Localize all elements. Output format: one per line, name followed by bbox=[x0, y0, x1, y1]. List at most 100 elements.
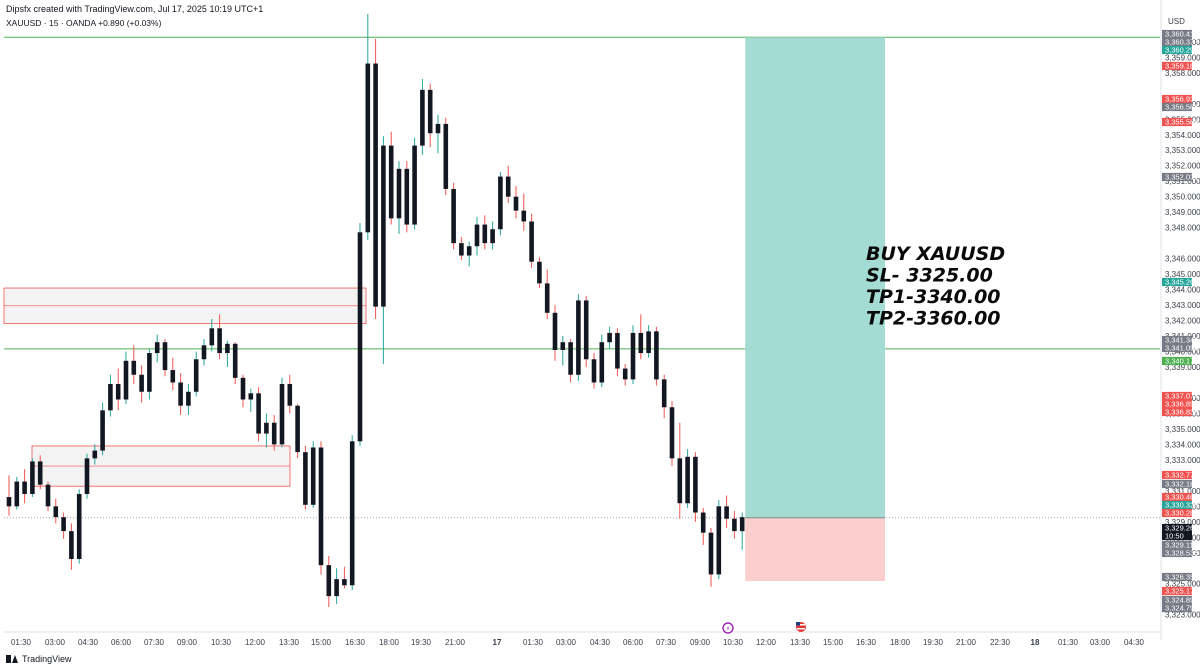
candle[interactable] bbox=[209, 319, 215, 352]
candle[interactable] bbox=[100, 402, 105, 456]
candle[interactable] bbox=[84, 453, 90, 499]
candle[interactable] bbox=[22, 469, 27, 504]
candle[interactable] bbox=[201, 339, 207, 366]
candle[interactable] bbox=[349, 435, 355, 590]
candle[interactable] bbox=[256, 387, 261, 442]
candle[interactable] bbox=[225, 340, 230, 367]
candle[interactable] bbox=[45, 481, 51, 511]
candle[interactable] bbox=[30, 458, 35, 498]
candle[interactable] bbox=[685, 449, 690, 508]
candle[interactable] bbox=[6, 475, 12, 516]
candle[interactable] bbox=[474, 216, 480, 256]
candle[interactable] bbox=[396, 161, 402, 234]
economic-event-icon[interactable] bbox=[722, 622, 734, 634]
candle[interactable] bbox=[404, 161, 410, 233]
candle[interactable] bbox=[490, 221, 495, 250]
candle[interactable] bbox=[521, 193, 527, 231]
candle[interactable] bbox=[178, 373, 183, 415]
candle[interactable] bbox=[435, 114, 441, 154]
candle[interactable] bbox=[498, 171, 503, 236]
candle[interactable] bbox=[568, 339, 573, 383]
candle[interactable] bbox=[599, 334, 605, 388]
candle[interactable] bbox=[427, 83, 433, 148]
candle[interactable] bbox=[334, 568, 339, 604]
candle[interactable] bbox=[92, 444, 98, 465]
candle[interactable] bbox=[14, 476, 20, 510]
candle[interactable] bbox=[61, 512, 66, 539]
candle[interactable] bbox=[193, 351, 199, 397]
candle[interactable] bbox=[412, 137, 417, 230]
candle[interactable] bbox=[708, 528, 714, 587]
candle[interactable] bbox=[279, 377, 285, 448]
candle[interactable] bbox=[303, 445, 308, 510]
candle[interactable] bbox=[186, 384, 191, 415]
candle[interactable] bbox=[69, 523, 74, 570]
candle[interactable] bbox=[466, 241, 472, 267]
candle[interactable] bbox=[365, 14, 371, 241]
candle[interactable] bbox=[482, 215, 488, 250]
candle[interactable] bbox=[76, 489, 82, 564]
candle[interactable] bbox=[162, 339, 168, 377]
candle[interactable] bbox=[669, 401, 675, 467]
candle[interactable] bbox=[700, 507, 706, 546]
candle[interactable] bbox=[388, 131, 394, 225]
candle[interactable] bbox=[451, 182, 456, 250]
candle[interactable] bbox=[622, 363, 628, 386]
candle[interactable] bbox=[115, 368, 121, 411]
candle[interactable] bbox=[607, 326, 612, 349]
profit-target-zone[interactable] bbox=[745, 37, 885, 518]
candle[interactable] bbox=[139, 365, 144, 403]
candle[interactable] bbox=[560, 336, 566, 366]
candle[interactable] bbox=[654, 326, 659, 386]
candle[interactable] bbox=[37, 455, 43, 490]
candle[interactable] bbox=[53, 498, 59, 524]
candle[interactable] bbox=[630, 325, 636, 385]
candle[interactable] bbox=[677, 422, 683, 519]
candle[interactable] bbox=[443, 117, 449, 196]
candle[interactable] bbox=[131, 345, 137, 385]
candle[interactable] bbox=[552, 305, 558, 361]
candle[interactable] bbox=[505, 165, 511, 203]
candle[interactable] bbox=[459, 236, 464, 261]
candle[interactable] bbox=[217, 314, 222, 360]
candle[interactable] bbox=[420, 79, 425, 155]
candle[interactable] bbox=[287, 374, 293, 414]
candle[interactable] bbox=[342, 566, 347, 589]
candle[interactable] bbox=[693, 452, 698, 522]
candle[interactable] bbox=[638, 314, 644, 360]
candle[interactable] bbox=[544, 269, 550, 319]
candle[interactable] bbox=[716, 500, 722, 580]
candle[interactable] bbox=[264, 413, 269, 448]
candle[interactable] bbox=[154, 334, 160, 363]
candle[interactable] bbox=[739, 512, 745, 550]
symbol-legend[interactable]: XAUUSD · 15 · OANDA +0.890 (+0.03%) bbox=[6, 18, 162, 28]
candle[interactable] bbox=[583, 295, 589, 367]
candle[interactable] bbox=[357, 223, 363, 446]
stop-loss-zone[interactable] bbox=[745, 517, 885, 582]
candle[interactable] bbox=[147, 348, 152, 400]
candle[interactable] bbox=[170, 357, 176, 391]
candle[interactable] bbox=[310, 441, 316, 508]
candle[interactable] bbox=[232, 342, 238, 385]
candle[interactable] bbox=[381, 136, 386, 364]
candle[interactable] bbox=[240, 374, 246, 408]
candle[interactable] bbox=[318, 441, 324, 575]
candle[interactable] bbox=[576, 294, 581, 381]
candle[interactable] bbox=[513, 185, 519, 219]
candle[interactable] bbox=[123, 351, 129, 405]
candle[interactable] bbox=[248, 388, 254, 412]
candle[interactable] bbox=[591, 353, 597, 389]
candle[interactable] bbox=[661, 374, 667, 419]
candle[interactable] bbox=[326, 555, 332, 607]
candle[interactable] bbox=[529, 213, 534, 268]
candle[interactable] bbox=[646, 325, 651, 358]
candle[interactable] bbox=[724, 495, 729, 529]
candle[interactable] bbox=[271, 414, 277, 451]
candle[interactable] bbox=[373, 38, 378, 319]
candle[interactable] bbox=[295, 404, 300, 459]
candle[interactable] bbox=[615, 328, 620, 377]
candle[interactable] bbox=[537, 257, 542, 289]
candle[interactable] bbox=[732, 510, 737, 539]
candle[interactable] bbox=[108, 374, 113, 417]
